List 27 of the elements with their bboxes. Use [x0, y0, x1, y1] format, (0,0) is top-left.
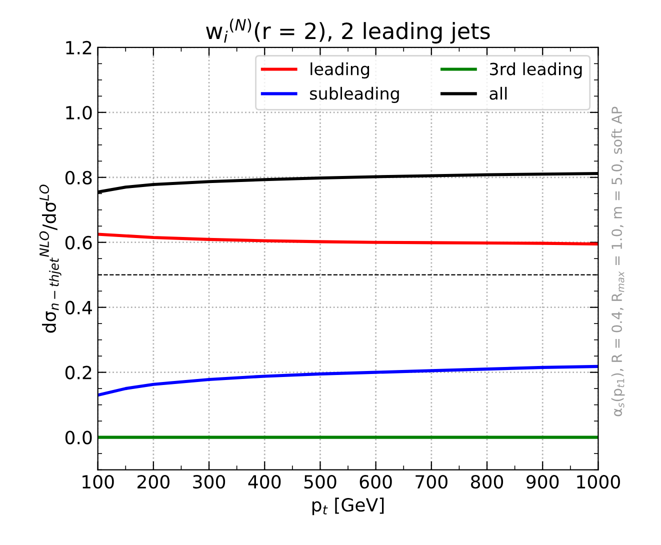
y-tick-label: 1.0	[66, 106, 92, 120]
x-tick-label: 600	[360, 474, 392, 489]
x-tick-label: 100	[82, 474, 114, 489]
y-tick-label: 0.6	[65, 236, 92, 250]
x-axis-title: p$_{t}$ [GeV]	[312, 498, 384, 516]
x-tick-label: 500	[304, 474, 336, 489]
chart-title: w$_{i}$$^{(N)}$(r = 2), 2 leading jets	[206, 18, 490, 44]
y-tick-label: 1.2	[66, 40, 92, 54]
x-tick-label: 800	[471, 474, 504, 489]
x-tick-label: 700	[416, 474, 448, 489]
x-tick-label: 300	[193, 474, 226, 489]
legend-label: 3rd leading	[490, 62, 582, 79]
legend-label: leading	[310, 62, 370, 79]
legend-label: subleading	[310, 86, 399, 104]
x-tick-label: 900	[526, 474, 559, 489]
y-tick-label: 0.2	[65, 366, 92, 380]
y-tick-label: 0.0	[65, 430, 92, 444]
line-series	[98, 232, 598, 246]
y-tick-label: 0.8	[65, 170, 92, 184]
line-series	[98, 364, 598, 397]
y-axis-title: dσ$_{n−thjet}$$^{NLO}$/dσ$^{LO}$	[39, 184, 62, 333]
x-tick-label: 1000	[577, 474, 620, 489]
legend-label: all	[490, 86, 507, 100]
text: α$_{s}$(p$_{t1}$), R = 0.4, R$_{max}$ = 1.0, m = 5.0, soft AP	[611, 106, 625, 416]
x-tick-label: 400	[248, 474, 281, 489]
y-tick-label: 0.4	[65, 300, 92, 314]
x-tick-label: 200	[138, 474, 170, 489]
